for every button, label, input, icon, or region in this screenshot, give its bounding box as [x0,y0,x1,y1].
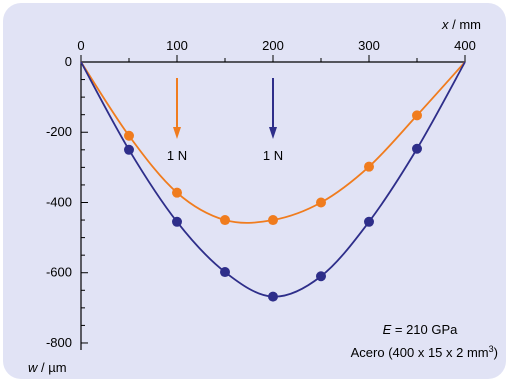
series-2-point [364,216,374,227]
load-arrows: 1 N 1 N [167,78,283,163]
series-2-load-label: 1 N [263,148,283,163]
youngs-modulus-annotation: E = 210 GPa [383,322,459,337]
y-tick-label: 0 [65,54,72,69]
x-tick-label: 200 [262,38,284,53]
series-2-point [172,216,182,227]
chart-background [3,3,506,379]
series-1-point [412,110,422,121]
series-2-point [220,267,230,278]
series-1-point [316,197,326,208]
y-axis-title: w / µm [28,360,67,375]
material-annotation: Acero (400 x 15 x 2 mm3) [351,344,498,360]
series-1-point [172,187,182,198]
series-1-load-label: 1 N [167,148,187,163]
series-1-point [364,161,374,172]
data-points [124,110,422,302]
y-tick-label: -200 [46,124,72,139]
y-tick-label: -600 [46,265,72,280]
series-1-point [268,215,278,226]
series-2-point [412,143,422,154]
series-2-load-arrowhead [269,127,277,139]
series-2-point [124,144,134,155]
x-tick-label: 300 [358,38,380,53]
y-tick-label: -800 [46,335,72,350]
x-tick-label: 0 [77,38,84,53]
axes [80,55,466,350]
x-tick-label: 400 [454,38,476,53]
series-1-point [220,215,230,226]
series-1-point [124,130,134,141]
x-tick-label: 100 [166,38,188,53]
tick-labels: 0 100 200 300 400 0 -200 -400 -600 -800 [46,38,476,350]
series-2-point [316,271,326,282]
series-2-point [268,291,278,302]
y-tick-label: -400 [46,194,72,209]
x-axis-title: x / mm [441,17,481,32]
series-1-load-arrowhead [173,127,181,139]
